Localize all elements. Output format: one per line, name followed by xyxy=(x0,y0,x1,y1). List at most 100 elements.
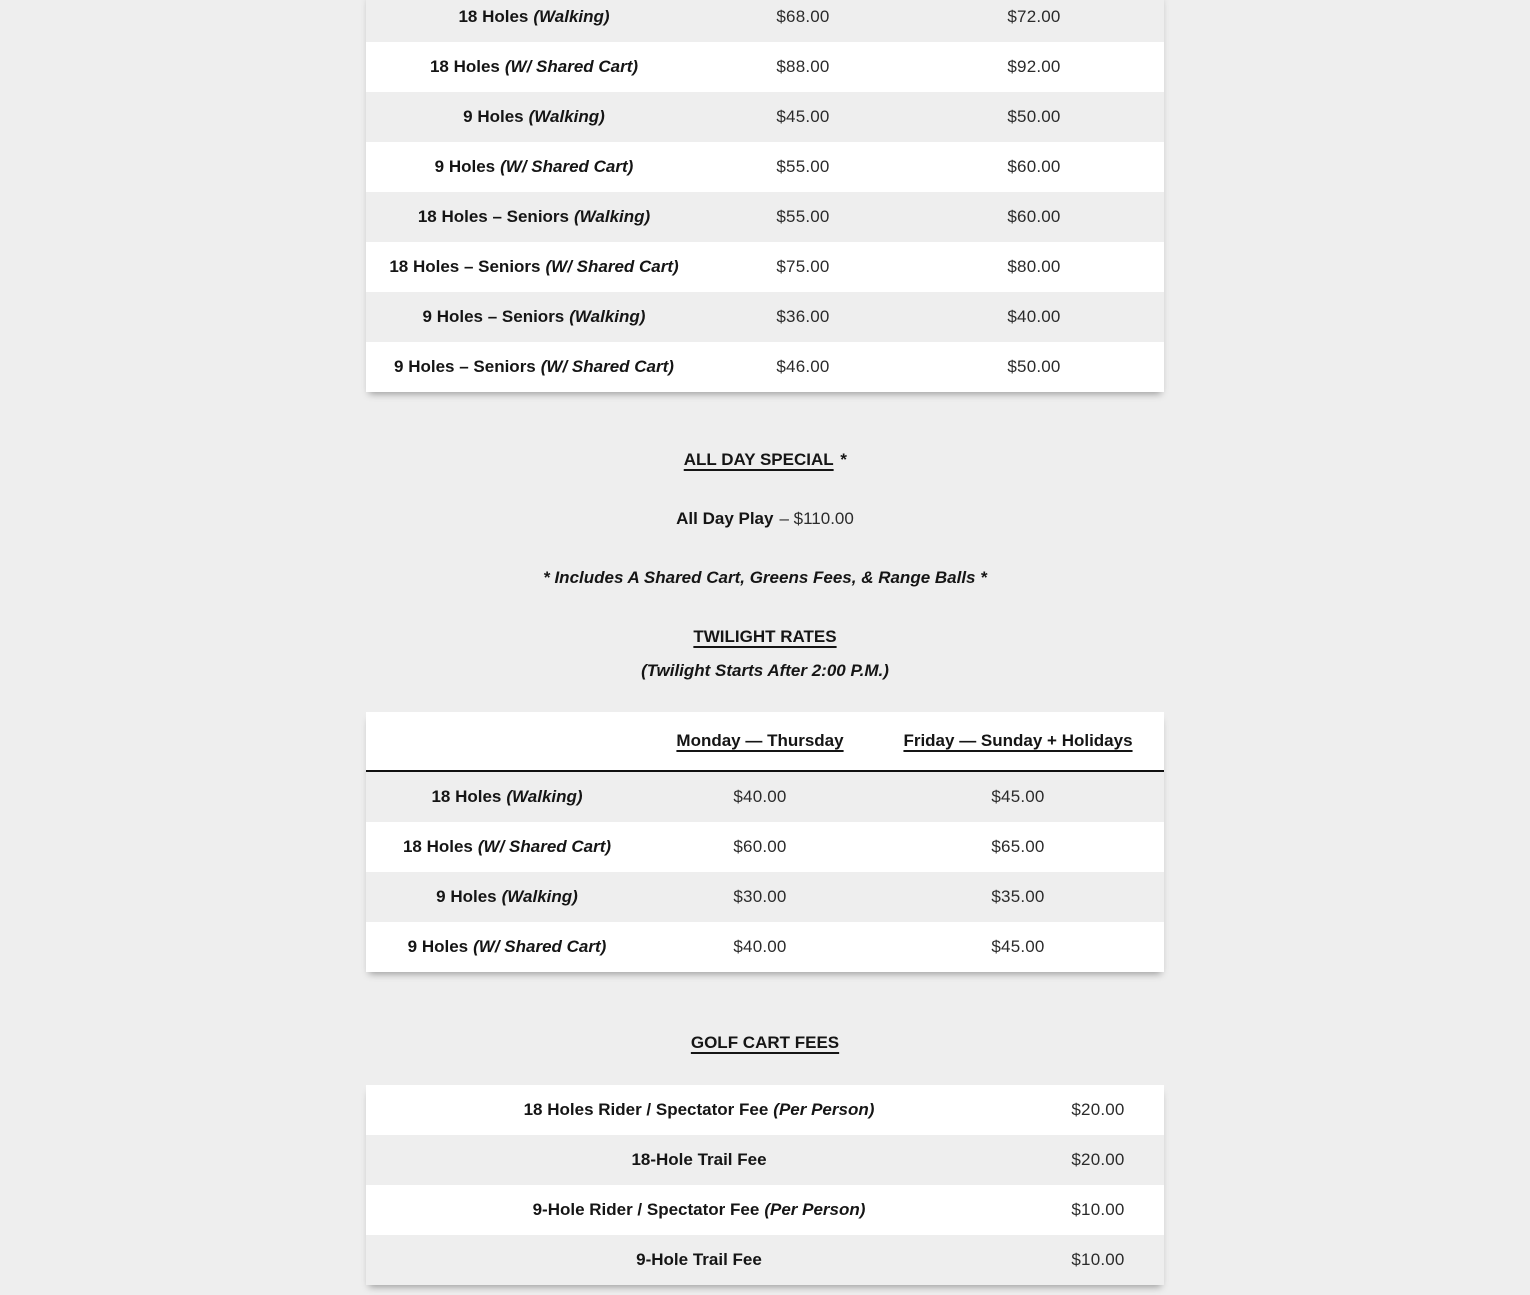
item-qualifier: (W/ Shared Cart) xyxy=(504,57,639,76)
label-cell: 9 Holes (Walking) xyxy=(366,887,648,907)
price-monday-thursday: $45.00 xyxy=(776,107,830,126)
item-label: 9 Holes – Seniors xyxy=(422,307,565,326)
golf-cart-fees-table: 18 Holes Rider / Spectator Fee (Per Perso… xyxy=(366,1085,1164,1285)
fee-label: 18-Hole Trail Fee xyxy=(631,1150,767,1169)
fee-qualifier: (Per Person) xyxy=(764,1200,866,1219)
item-qualifier: (W/ Shared Cart) xyxy=(540,357,674,376)
item-qualifier: (Walking) xyxy=(528,107,605,126)
table-row: 18-Hole Trail Fee $20.00 xyxy=(366,1135,1164,1185)
label-cell: 18-Hole Trail Fee xyxy=(366,1150,1032,1170)
all-day-special-title: ALL DAY SPECIAL xyxy=(683,450,834,469)
item-qualifier: (Walking) xyxy=(569,307,646,326)
fee-price: $20.00 xyxy=(1071,1150,1125,1169)
item-qualifier: (W/ Shared Cart) xyxy=(545,257,679,276)
golf-cart-fees-title: GOLF CART FEES xyxy=(690,1033,840,1052)
note-text: * Includes A Shared Cart, Greens Fees, &… xyxy=(543,568,987,587)
table-row: 18 Holes (W/ Shared Cart) $88.00 $92.00 xyxy=(366,42,1164,92)
twilight-rates-title: TWILIGHT RATES xyxy=(693,627,837,646)
all-day-play-line: All Day Play – $110.00 xyxy=(366,506,1164,532)
fee-label: 18 Holes Rider / Spectator Fee xyxy=(523,1100,769,1119)
label-cell: 18 Holes – Seniors (W/ Shared Cart) xyxy=(366,257,702,277)
price-monday-thursday: $46.00 xyxy=(776,357,830,376)
table-row: 18 Holes (W/ Shared Cart) $60.00 $65.00 xyxy=(366,822,1164,872)
fee-price: $20.00 xyxy=(1071,1100,1125,1119)
item-label: 18 Holes xyxy=(431,787,502,806)
column-header-label: Friday — Sunday + Holidays xyxy=(903,731,1133,750)
label-cell: 9 Holes – Seniors (W/ Shared Cart) xyxy=(366,357,702,377)
all-day-special-note: * Includes A Shared Cart, Greens Fees, &… xyxy=(366,565,1164,591)
price-friday-sunday: $92.00 xyxy=(1007,57,1061,76)
fee-price: $10.00 xyxy=(1071,1200,1125,1219)
price-monday-thursday: $30.00 xyxy=(733,887,787,906)
item-label: 9 Holes xyxy=(463,107,524,126)
price-friday-sunday: $72.00 xyxy=(1007,7,1061,26)
item-qualifier: (Walking) xyxy=(533,7,610,26)
table-header-row: Monday — Thursday Friday — Sunday + Holi… xyxy=(366,712,1164,772)
item-qualifier: (W/ Shared Cart) xyxy=(473,937,607,956)
table-row: 18 Holes – Seniors (Walking) $55.00 $60.0… xyxy=(366,192,1164,242)
price-monday-thursday: $55.00 xyxy=(776,207,830,226)
item-label: 9 Holes xyxy=(436,887,497,906)
item-qualifier: (Walking) xyxy=(501,887,578,906)
fee-qualifier: (Per Person) xyxy=(773,1100,875,1119)
price-monday-thursday: $75.00 xyxy=(776,257,830,276)
price-friday-sunday: $40.00 xyxy=(1007,307,1061,326)
twilight-rates-heading: TWILIGHT RATES xyxy=(366,624,1164,650)
label-cell: 9 Holes (W/ Shared Cart) xyxy=(366,937,648,957)
table-row: 18 Holes Rider / Spectator Fee (Per Perso… xyxy=(366,1085,1164,1135)
item-qualifier: (W/ Shared Cart) xyxy=(500,157,634,176)
item-qualifier: (Walking) xyxy=(574,207,651,226)
table-row: 9-Hole Trail Fee $10.00 xyxy=(366,1235,1164,1285)
price-monday-thursday: $40.00 xyxy=(733,937,787,956)
item-label: 18 Holes – Seniors xyxy=(417,207,569,226)
price-monday-thursday: $60.00 xyxy=(733,837,787,856)
label-cell: 18 Holes (W/ Shared Cart) xyxy=(366,837,648,857)
fee-label: 9-Hole Rider / Spectator Fee xyxy=(532,1200,760,1219)
price-friday-sunday: $50.00 xyxy=(1007,357,1061,376)
twilight-rates-table: Monday — Thursday Friday — Sunday + Holi… xyxy=(366,712,1164,972)
all-day-play-price: – $110.00 xyxy=(779,509,854,528)
golf-rates-page: 18 Holes (Walking) $68.00 $72.00 18 Holes… xyxy=(366,0,1164,1295)
price-friday-sunday: $50.00 xyxy=(1007,107,1061,126)
fee-label: 9-Hole Trail Fee xyxy=(636,1250,762,1269)
price-friday-sunday: $60.00 xyxy=(1007,207,1061,226)
price-friday-sunday: $80.00 xyxy=(1007,257,1061,276)
golf-cart-fees-heading: GOLF CART FEES xyxy=(366,1030,1164,1056)
table-row: 9-Hole Rider / Spectator Fee (Per Person)… xyxy=(366,1185,1164,1235)
label-cell: 9 Holes (Walking) xyxy=(366,107,702,127)
price-monday-thursday: $36.00 xyxy=(776,307,830,326)
label-cell: 18 Holes – Seniors (Walking) xyxy=(366,207,702,227)
price-monday-thursday: $55.00 xyxy=(776,157,830,176)
twilight-start-note: (Twilight Starts After 2:00 P.M.) xyxy=(641,661,889,680)
table-row: 18 Holes (Walking) $40.00 $45.00 xyxy=(366,772,1164,822)
item-label: 9 Holes xyxy=(434,157,496,176)
column-header-monday-thursday: Monday — Thursday xyxy=(648,731,872,751)
price-friday-sunday: $35.00 xyxy=(991,887,1045,906)
price-friday-sunday: $60.00 xyxy=(1007,157,1061,176)
label-cell: 18 Holes (W/ Shared Cart) xyxy=(366,57,702,77)
table-row: 9 Holes – Seniors (Walking) $36.00 $40.00 xyxy=(366,292,1164,342)
column-header-label: Monday — Thursday xyxy=(676,731,844,750)
fee-price: $10.00 xyxy=(1071,1250,1125,1269)
all-day-special-heading: ALL DAY SPECIAL * xyxy=(366,447,1164,473)
label-cell: 18 Holes (Walking) xyxy=(366,7,702,27)
item-label: 9 Holes xyxy=(407,937,469,956)
all-day-play-label: All Day Play xyxy=(676,509,774,528)
price-monday-thursday: $88.00 xyxy=(776,57,830,76)
table-row: 9 Holes (W/ Shared Cart) $55.00 $60.00 xyxy=(366,142,1164,192)
item-label: 18 Holes – Seniors xyxy=(389,257,541,276)
item-label: 18 Holes xyxy=(402,837,473,856)
asterisk-mark: * xyxy=(839,450,847,469)
price-monday-thursday: $40.00 xyxy=(733,787,787,806)
label-cell: 9 Holes – Seniors (Walking) xyxy=(366,307,702,327)
price-friday-sunday: $45.00 xyxy=(991,787,1045,806)
price-friday-sunday: $65.00 xyxy=(991,837,1045,856)
item-label: 18 Holes xyxy=(429,57,500,76)
column-header-friday-sunday: Friday — Sunday + Holidays xyxy=(872,731,1164,751)
regular-rates-table: 18 Holes (Walking) $68.00 $72.00 18 Holes… xyxy=(366,0,1164,392)
price-friday-sunday: $45.00 xyxy=(991,937,1045,956)
label-cell: 9 Holes (W/ Shared Cart) xyxy=(366,157,702,177)
table-row: 9 Holes – Seniors (W/ Shared Cart) $46.00… xyxy=(366,342,1164,392)
label-cell: 18 Holes Rider / Spectator Fee (Per Perso… xyxy=(366,1100,1032,1120)
label-cell: 18 Holes (Walking) xyxy=(366,787,648,807)
